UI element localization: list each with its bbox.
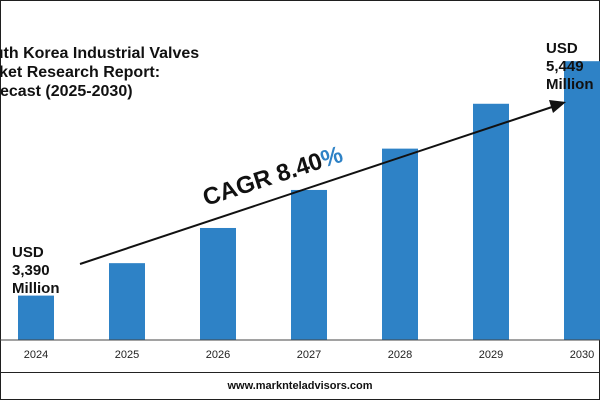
x-tick-label-2029: 2029 xyxy=(479,349,503,361)
title-line-1: outh Korea Industrial Valves xyxy=(0,45,200,62)
x-tick-label-2027: 2027 xyxy=(297,349,321,361)
start-callout-value: 3,390 xyxy=(12,262,50,279)
bars-group xyxy=(18,61,600,341)
bar-2026 xyxy=(200,227,236,340)
x-tick-label-2025: 2025 xyxy=(115,349,139,361)
bar-2029 xyxy=(473,103,509,341)
end-value-callout: USD 5,449 Million xyxy=(546,40,600,94)
x-tick-label-2028: 2028 xyxy=(388,349,412,361)
x-tick-label-2026: 2026 xyxy=(206,349,230,361)
cagr-arrow-line xyxy=(79,105,556,265)
title-line-3: orecast (2025-2030) xyxy=(0,83,133,100)
bar-2027 xyxy=(291,189,327,340)
x-tick-labels: 2024 2025 2026 2027 2028 2029 2030 xyxy=(24,349,594,361)
footer-url: www.marknteladvisors.com xyxy=(227,380,373,392)
start-callout-unit: Million xyxy=(12,280,60,297)
bar-2024 xyxy=(18,295,54,340)
x-tick-label-2024: 2024 xyxy=(24,349,48,361)
end-callout-value: 5,449 xyxy=(546,58,584,75)
bar-2030 xyxy=(564,61,600,341)
footer-divider xyxy=(0,372,600,373)
bar-2025 xyxy=(109,263,145,340)
bar-2028 xyxy=(382,148,418,340)
start-callout-currency: USD xyxy=(12,244,44,261)
end-callout-unit: Million xyxy=(546,76,594,93)
start-value-callout: USD 3,390 Million xyxy=(12,244,92,298)
title-line-2: arket Research Report: xyxy=(0,64,161,81)
cagr-arrow-head xyxy=(549,100,566,113)
chart-title: outh Korea Industrial Valves arket Resea… xyxy=(0,44,304,101)
end-callout-currency: USD xyxy=(546,40,578,57)
x-tick-label-2030: 2030 xyxy=(570,349,594,361)
